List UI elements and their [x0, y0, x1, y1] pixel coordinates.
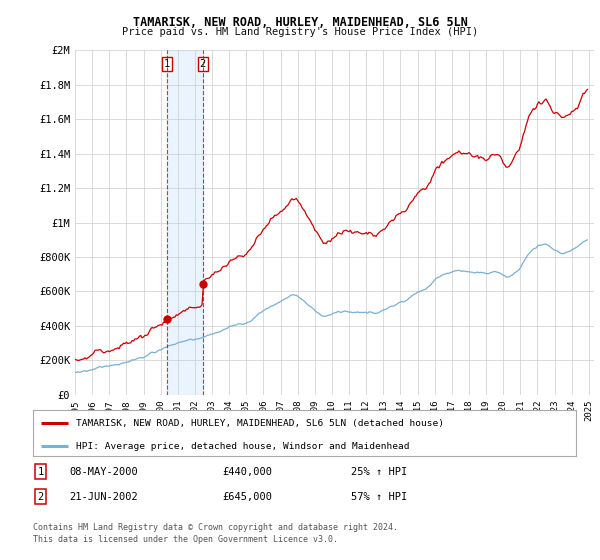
Text: £440,000: £440,000	[222, 466, 272, 477]
Text: TAMARISK, NEW ROAD, HURLEY, MAIDENHEAD, SL6 5LN (detached house): TAMARISK, NEW ROAD, HURLEY, MAIDENHEAD, …	[76, 419, 445, 428]
Text: 2: 2	[200, 59, 206, 69]
Text: £645,000: £645,000	[222, 492, 272, 502]
Bar	[167, 50, 203, 395]
Text: 1: 1	[38, 466, 44, 477]
Text: TAMARISK, NEW ROAD, HURLEY, MAIDENHEAD, SL6 5LN: TAMARISK, NEW ROAD, HURLEY, MAIDENHEAD, …	[133, 16, 467, 29]
Text: 57% ↑ HPI: 57% ↑ HPI	[351, 492, 407, 502]
Text: 2: 2	[38, 492, 44, 502]
Text: HPI: Average price, detached house, Windsor and Maidenhead: HPI: Average price, detached house, Wind…	[76, 442, 410, 451]
Text: 08-MAY-2000: 08-MAY-2000	[69, 466, 138, 477]
Text: 25% ↑ HPI: 25% ↑ HPI	[351, 466, 407, 477]
Text: Contains HM Land Registry data © Crown copyright and database right 2024.: Contains HM Land Registry data © Crown c…	[33, 523, 398, 532]
Text: 1: 1	[164, 59, 170, 69]
Text: This data is licensed under the Open Government Licence v3.0.: This data is licensed under the Open Gov…	[33, 535, 338, 544]
Text: 21-JUN-2002: 21-JUN-2002	[69, 492, 138, 502]
Text: Price paid vs. HM Land Registry's House Price Index (HPI): Price paid vs. HM Land Registry's House …	[122, 27, 478, 37]
